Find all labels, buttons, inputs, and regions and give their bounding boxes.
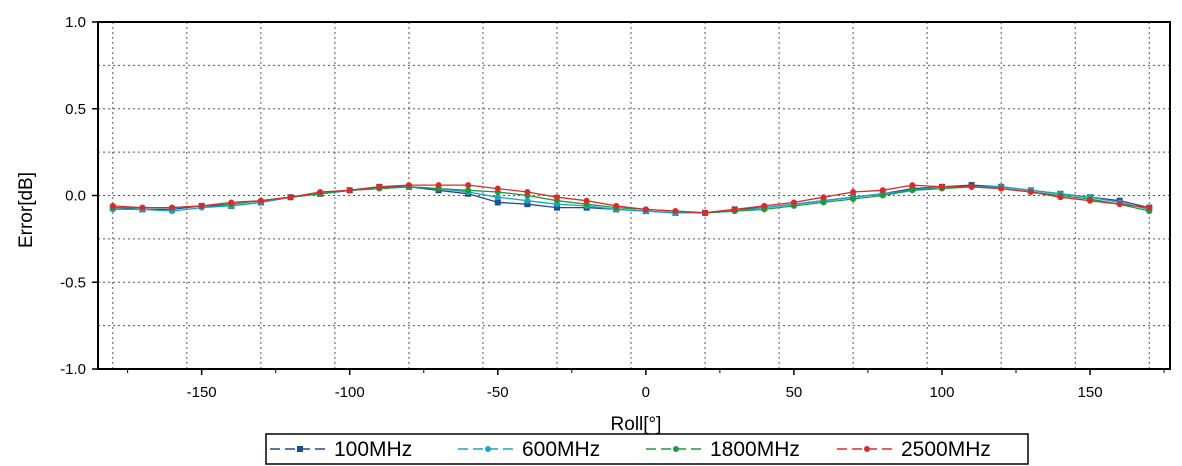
legend-item: 2500MHz [837, 438, 991, 461]
data-point [672, 208, 679, 215]
x-tick-label: 150 [1078, 384, 1103, 401]
legend-item: 600MHz [458, 438, 600, 461]
data-point [820, 199, 827, 206]
legend-swatch-marker [864, 446, 870, 452]
y-tick-label: -1.0 [60, 361, 86, 378]
data-point [465, 187, 472, 194]
data-point [524, 197, 531, 204]
legend-swatch-marker [673, 446, 679, 452]
data-point [494, 194, 501, 201]
data-point [702, 209, 709, 216]
x-axis-title: Roll[°] [611, 414, 662, 435]
series-layer [109, 182, 1153, 216]
data-point [287, 194, 294, 201]
x-tick-label: -150 [187, 384, 217, 401]
data-point [465, 182, 472, 189]
data-point [554, 204, 561, 211]
y-tick-label: 0.0 [65, 188, 86, 205]
data-point [1116, 201, 1123, 208]
data-point [879, 187, 886, 194]
data-point [583, 197, 590, 204]
data-point [850, 195, 857, 202]
data-point [554, 194, 561, 201]
data-point [524, 189, 531, 196]
y-tick-label: -0.5 [60, 274, 86, 291]
data-point [1087, 197, 1094, 204]
data-point [1027, 189, 1034, 196]
x-tick-label: -50 [487, 384, 509, 401]
data-point [376, 183, 383, 190]
data-point [613, 202, 620, 209]
data-point [317, 189, 324, 196]
data-point [731, 206, 738, 213]
data-point [790, 199, 797, 206]
legend-label: 1800MHz [710, 438, 800, 461]
x-tick-label: -100 [335, 384, 365, 401]
series-line [112, 184, 1150, 214]
y-tick-label: 0.5 [65, 101, 86, 118]
data-point [909, 182, 916, 189]
data-point [998, 185, 1005, 192]
x-tick-label: 0 [642, 384, 650, 401]
legend-label: 600MHz [522, 438, 600, 461]
legend-item: 100MHz [270, 438, 412, 461]
data-point [405, 182, 412, 189]
legend-label: 100MHz [334, 438, 412, 461]
x-tick-label: 50 [786, 384, 803, 401]
data-point [139, 204, 146, 211]
data-point [524, 201, 531, 208]
data-point [938, 183, 945, 190]
data-point [494, 199, 501, 206]
data-point [169, 204, 176, 211]
y-tick-label: 1.0 [65, 14, 86, 31]
legend-swatch-marker [297, 446, 303, 452]
legend-label: 2500MHz [901, 438, 991, 461]
data-point [435, 182, 442, 189]
data-point [968, 183, 975, 190]
data-point [879, 192, 886, 199]
data-point [109, 202, 116, 209]
data-point [1146, 204, 1153, 211]
legend: 100MHz 600MHz 1800MHz 2500MHz [265, 433, 1029, 465]
data-point [642, 206, 649, 213]
data-point [346, 187, 353, 194]
data-point [850, 189, 857, 196]
data-point [257, 197, 264, 204]
legend-swatch-marker [485, 446, 491, 452]
data-point [909, 187, 916, 194]
x-tick-label: 100 [929, 384, 954, 401]
legend-item: 1800MHz [646, 438, 800, 461]
data-point [228, 199, 235, 206]
grid-layer [98, 22, 1170, 369]
data-point [820, 194, 827, 201]
y-axis-title: Error[dB] [16, 172, 37, 248]
tick-layer: -150 -100 -50 0 50 100 150 1.0 0.5 0.0 -0.5 -1.0 [60, 14, 1165, 401]
data-point [494, 185, 501, 192]
data-point [198, 202, 205, 209]
series-2500MHz [109, 182, 1153, 216]
data-point [761, 202, 768, 209]
data-point [1057, 194, 1064, 201]
